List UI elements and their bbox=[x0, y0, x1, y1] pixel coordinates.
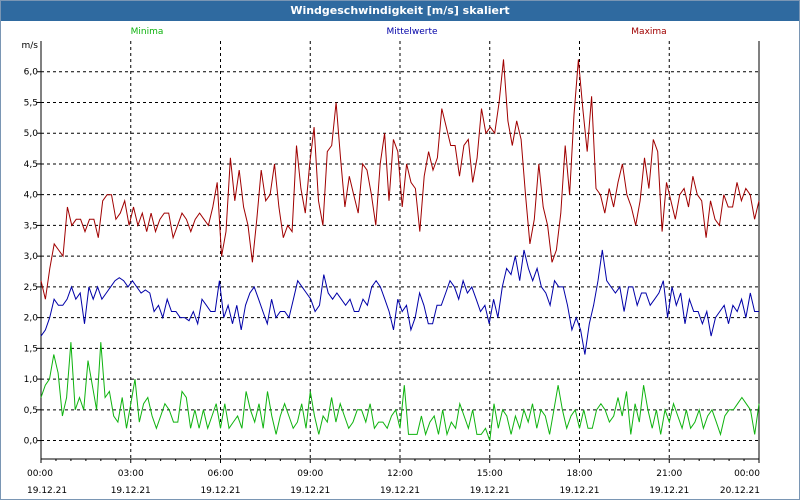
y-tick-label: 2,5 bbox=[24, 283, 38, 293]
y-tick-label: 5,5 bbox=[24, 98, 38, 108]
y-tick-label: 3,0 bbox=[24, 252, 39, 262]
x-tick-time: 12:00 bbox=[387, 469, 413, 479]
x-tick-time: 03:00 bbox=[118, 469, 144, 479]
x-tick-date: 19.12.21 bbox=[200, 486, 240, 496]
legend-mittelwerte: Mittelwerte bbox=[386, 27, 437, 37]
series-line-mittelwerte bbox=[40, 249, 759, 355]
x-tick-date: 19.12.21 bbox=[649, 486, 689, 496]
x-tick-date: 19.12.21 bbox=[27, 486, 67, 496]
x-tick-time: 00:00 bbox=[734, 469, 760, 479]
series-line-maxima bbox=[40, 59, 760, 300]
y-tick-label: 4,5 bbox=[24, 160, 38, 170]
x-tick-date: 19.12.21 bbox=[380, 486, 420, 496]
y-tick-label: 2,0 bbox=[24, 314, 39, 324]
x-tick-time: 21:00 bbox=[656, 469, 682, 479]
x-tick-date: 19.12.21 bbox=[559, 486, 599, 496]
series-line-minima bbox=[40, 342, 760, 441]
y-tick-label: 0,0 bbox=[24, 437, 39, 447]
x-tick-time: 18:00 bbox=[567, 469, 593, 479]
y-tick-label: 5,0 bbox=[24, 129, 39, 139]
wind-speed-chart: 0,0 0,5 1,0 1,5 2,0 2,5 3,0 3,5 4,0 4,5 5,0 5,5 6,0 m… bbox=[22, 27, 761, 496]
y-tick-label: 3,5 bbox=[24, 221, 38, 231]
x-tick-date: 19.12.21 bbox=[111, 486, 151, 496]
y-tick-label: 0,5 bbox=[24, 406, 38, 416]
x-tick-time: 09:00 bbox=[297, 469, 323, 479]
x-tick-date: 19.12.21 bbox=[290, 486, 330, 496]
y-tick-label: 1,5 bbox=[24, 344, 38, 354]
y-axis-label: m/s bbox=[22, 41, 39, 51]
legend-maxima: Maxima bbox=[631, 27, 666, 37]
x-tick-date: 19.12.21 bbox=[470, 486, 510, 496]
y-tick-label: 6,0 bbox=[24, 68, 39, 78]
window-title: Windgeschwindigkeit [m/s] skaliert bbox=[1, 1, 799, 21]
x-tick-time: 15:00 bbox=[477, 469, 503, 479]
legend-minima: Minima bbox=[131, 27, 164, 37]
y-tick-label: 4,0 bbox=[24, 191, 39, 201]
x-tick-date: 20.12.21 bbox=[720, 486, 760, 496]
x-tick-time: 06:00 bbox=[208, 469, 234, 479]
y-tick-label: 1,0 bbox=[24, 375, 39, 385]
x-tick-time: 00:00 bbox=[27, 469, 53, 479]
